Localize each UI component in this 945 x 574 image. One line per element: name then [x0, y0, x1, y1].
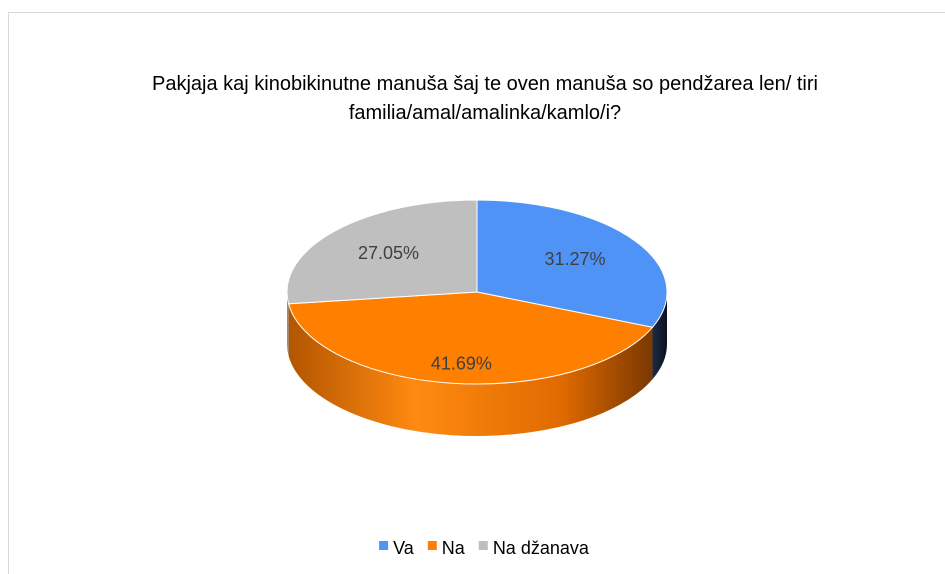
- legend-swatch: [427, 541, 437, 550]
- data-label: 31.27%: [544, 249, 605, 269]
- data-label: 41.69%: [431, 353, 492, 373]
- pie-slice-side: [652, 292, 667, 380]
- pie-slice: [286, 199, 478, 305]
- chart-title: Pakjaja kaj kinobikinutne manuša šaj te …: [152, 73, 818, 124]
- legend-label: Na: [442, 538, 466, 558]
- legend-label: Va: [393, 538, 415, 558]
- legend-label: Na džanava: [493, 538, 590, 558]
- pie-slice: [476, 199, 668, 328]
- pie-slice-side: [287, 292, 289, 356]
- pie-slice: [287, 291, 654, 385]
- data-label: 27.05%: [358, 243, 419, 263]
- legend-swatch: [478, 541, 488, 550]
- pie-slice-side: [288, 303, 653, 436]
- chart-frame: [8, 12, 945, 574]
- legend-swatch: [379, 541, 389, 550]
